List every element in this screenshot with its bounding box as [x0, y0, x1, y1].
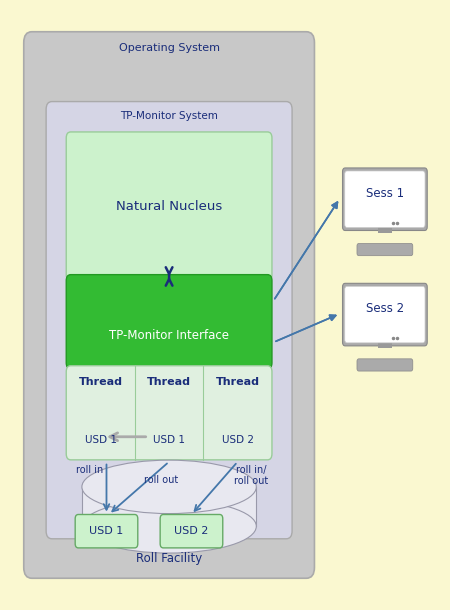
Bar: [82, 487, 256, 526]
Text: Thread: Thread: [216, 376, 260, 387]
FancyBboxPatch shape: [342, 283, 427, 346]
Text: USD 1: USD 1: [153, 435, 185, 445]
Text: Operating System: Operating System: [119, 43, 220, 52]
Text: Thread: Thread: [147, 376, 191, 387]
FancyBboxPatch shape: [357, 243, 413, 256]
Text: TP-Monitor System: TP-Monitor System: [120, 111, 218, 121]
Text: Sess 1: Sess 1: [366, 187, 404, 199]
Text: TP-Monitor Interface: TP-Monitor Interface: [109, 329, 229, 342]
Ellipse shape: [82, 460, 256, 514]
Text: Thread: Thread: [78, 376, 122, 387]
Bar: [378, 341, 392, 348]
Text: USD 2: USD 2: [222, 435, 254, 445]
Text: Sess 2: Sess 2: [366, 302, 404, 315]
FancyBboxPatch shape: [342, 168, 427, 231]
Text: Natural Nucleus: Natural Nucleus: [116, 200, 222, 213]
FancyBboxPatch shape: [160, 514, 223, 548]
FancyBboxPatch shape: [345, 171, 425, 228]
FancyBboxPatch shape: [66, 274, 272, 369]
FancyBboxPatch shape: [357, 359, 413, 371]
Text: USD 2: USD 2: [174, 526, 209, 536]
Text: USD 1: USD 1: [90, 526, 124, 536]
FancyBboxPatch shape: [66, 132, 272, 281]
FancyBboxPatch shape: [66, 366, 272, 460]
Bar: [378, 226, 392, 233]
Text: Roll Facility: Roll Facility: [136, 552, 202, 565]
FancyBboxPatch shape: [75, 514, 138, 548]
Ellipse shape: [82, 500, 256, 553]
FancyBboxPatch shape: [46, 102, 292, 539]
Text: roll out: roll out: [144, 475, 178, 485]
Text: USD 1: USD 1: [85, 435, 117, 445]
Text: roll in: roll in: [76, 465, 103, 475]
Text: roll in/
roll out: roll in/ roll out: [234, 465, 268, 486]
FancyBboxPatch shape: [24, 32, 315, 578]
FancyBboxPatch shape: [345, 286, 425, 343]
